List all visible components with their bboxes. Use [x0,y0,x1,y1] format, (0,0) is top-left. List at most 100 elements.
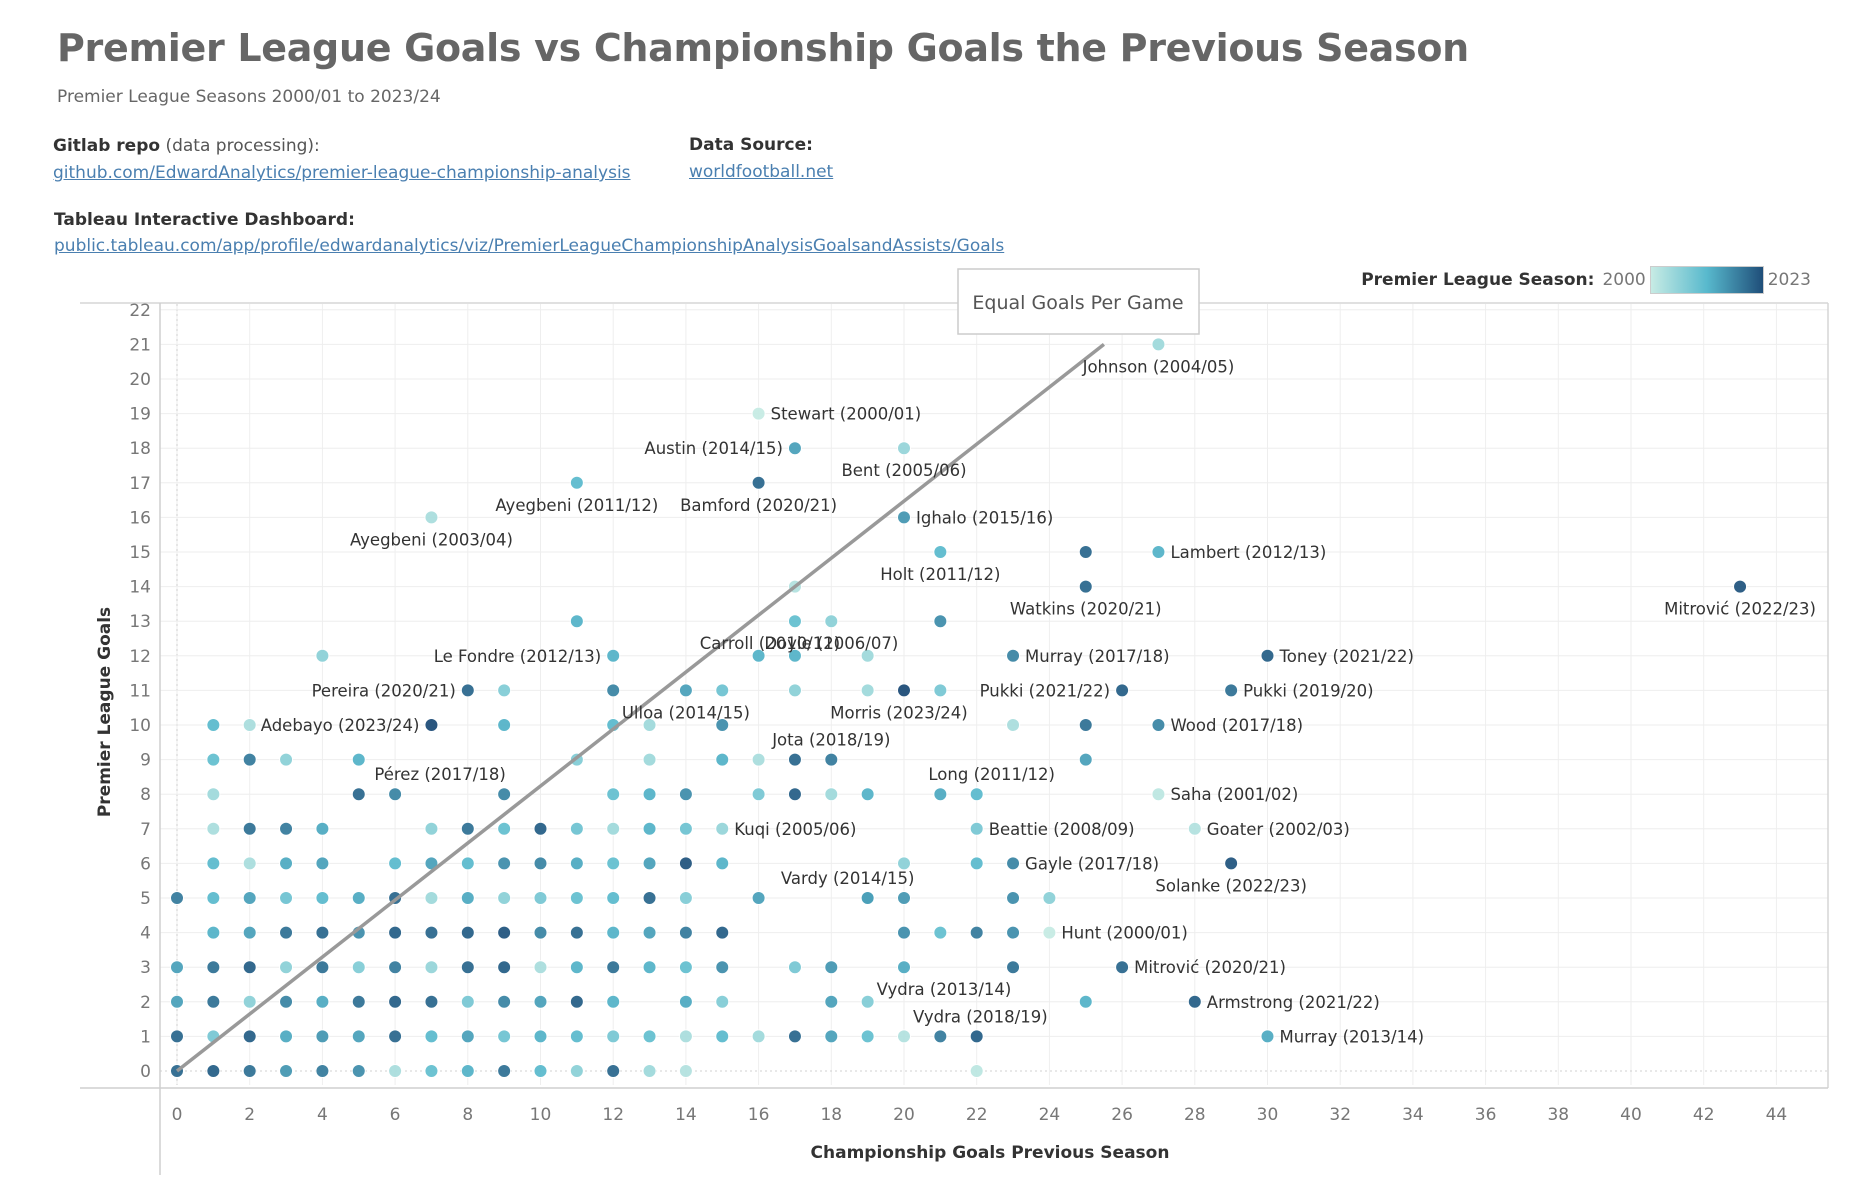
data-point [497,787,512,802]
point-label: Johnson (2004/05) [1082,357,1235,376]
data-point [860,1029,875,1044]
data-point [533,1029,548,1044]
data-point [678,683,693,698]
data-point [678,821,693,836]
data-point [1078,752,1093,767]
data-point [1006,891,1021,905]
data-point [424,994,439,1009]
data-point [787,1029,802,1044]
data-point [1151,545,1166,559]
tableau-label: Tableau Interactive Dashboard: [54,210,355,230]
y-tick-label: 7 [140,820,151,840]
data-point [242,821,257,836]
point-label: Jota (2018/19) [771,731,890,750]
data-point [824,787,839,802]
data-point [606,1029,621,1044]
x-tick-label: 24 [1039,1105,1061,1125]
x-tick-label: 18 [820,1105,842,1125]
data-point [1115,960,1130,975]
x-tick-label: 38 [1547,1105,1569,1125]
data-point [1260,648,1275,663]
x-tick-label: 28 [1184,1105,1206,1125]
data-point [1151,787,1166,802]
data-point [533,1064,548,1078]
data-point [969,1064,984,1078]
data-point [569,891,584,905]
data-point [388,856,403,871]
data-point [497,891,512,905]
data-point [315,891,330,905]
data-point [497,925,512,940]
data-point [497,960,512,975]
y-tick-label: 3 [140,958,151,978]
point-label: Wood (2017/18) [1170,716,1303,735]
gitlab-link[interactable]: github.com/EdwardAnalytics/premier-leagu… [53,163,631,183]
data-point [824,752,839,767]
data-point [533,960,548,975]
y-tick-label: 8 [140,785,151,805]
data-point [533,856,548,871]
y-tick-label: 21 [129,335,151,355]
point-label: Pérez (2017/18) [374,765,505,784]
data-point [642,960,657,975]
data-point [606,856,621,871]
data-point [787,960,802,975]
data-point [860,683,875,698]
data-point [678,891,693,905]
data-point [1733,579,1748,594]
data-point [1078,545,1093,559]
data-point [533,994,548,1009]
data-point [206,752,221,767]
x-tick-label: 22 [966,1105,988,1125]
x-tick-label: 36 [1475,1105,1497,1125]
data-point [497,1029,512,1044]
data-point [897,510,911,525]
data-point [933,787,948,802]
point-label: Ulloa (2014/15) [622,703,750,722]
data-point [897,960,911,975]
point-label: Vydra (2018/19) [913,1007,1048,1026]
tableau-link[interactable]: public.tableau.com/app/profile/edwardana… [54,236,1005,256]
data-point [824,1029,839,1044]
data-point [388,994,403,1009]
page-subtitle: Premier League Seasons 2000/01 to 2023/2… [57,87,441,107]
point-label: Bamford (2020/21) [680,496,837,515]
data-point [315,1029,330,1044]
data-point [642,1064,657,1078]
data-source-link[interactable]: worldfootball.net [689,162,834,182]
data-point [424,925,439,940]
data-point [206,856,221,871]
point-label: Austin (2014/15) [644,439,783,458]
data-point [460,856,475,871]
point-label: Ayegbeni (2011/12) [495,496,658,515]
data-point [606,960,621,975]
data-point [897,441,911,456]
data-point [388,925,403,940]
data-point [206,925,221,940]
data-point [497,856,512,871]
data-point [933,925,948,940]
data-point [351,1029,366,1044]
data-point [751,752,766,767]
y-tick-label: 6 [140,854,151,874]
point-label: Vydra (2013/14) [877,980,1012,999]
data-point [751,1029,766,1044]
data-point [642,1029,657,1044]
data-point [569,925,584,940]
data-point [170,960,184,975]
data-point [1224,683,1239,698]
data-point [824,994,839,1009]
point-label: Stewart (2000/01) [771,405,922,424]
data-point [787,648,802,663]
point-label: Hunt (2000/01) [1061,924,1187,943]
plot-frame [80,302,1829,1175]
point-label: Toney (2021/22) [1279,647,1414,666]
data-point [497,683,512,698]
data-point [569,960,584,975]
data-point [1078,579,1093,594]
x-tick-label: 0 [172,1105,183,1125]
data-point [460,1064,475,1078]
data-point [642,787,657,802]
data-point [715,994,730,1009]
